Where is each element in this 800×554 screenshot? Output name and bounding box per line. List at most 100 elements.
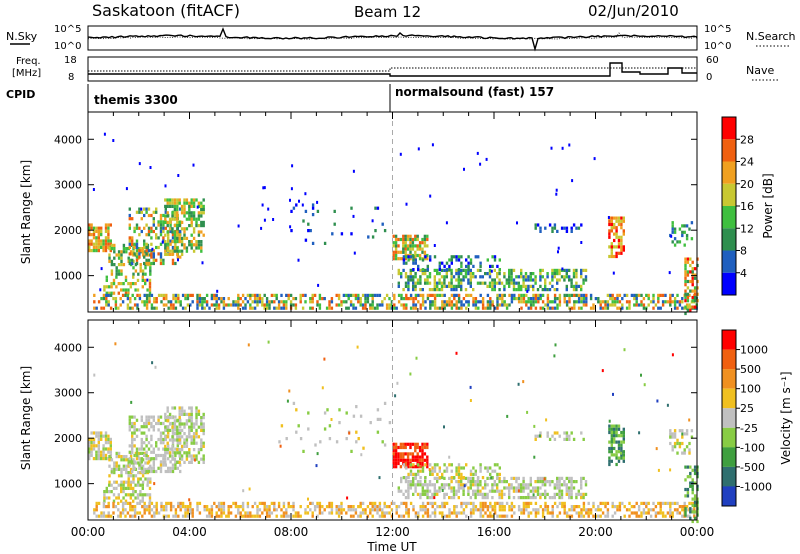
power-echo-cell (625, 300, 629, 304)
power-echo-cell (311, 306, 314, 310)
velocity-echo-cell (181, 501, 185, 505)
velocity-echo-cell (688, 514, 691, 518)
power-echo-cell (198, 303, 202, 307)
velocity-ytick-label: 4000 (54, 341, 82, 354)
power-echo-cell (407, 297, 410, 301)
power-echo-cell (150, 236, 153, 240)
velocity-echo-cell (608, 424, 611, 428)
power-echo-cell (173, 249, 177, 253)
velocity-echo-cell (200, 428, 203, 432)
velocity-echo-cell (539, 480, 542, 484)
power-echo-cell (393, 303, 396, 307)
power-echo-cell (604, 300, 607, 304)
velocity-echo-cell (414, 458, 417, 462)
velocity-echo-cell (311, 511, 314, 515)
velocity-echo-cell (472, 511, 475, 515)
velocity-echo-cell (147, 460, 151, 464)
velocity-echo-cell (119, 511, 122, 515)
velocity-echo-cell (127, 480, 130, 484)
velocity-echo-cell (183, 412, 186, 416)
power-echo-cell (395, 306, 398, 310)
velocity-echo-cell (139, 490, 142, 494)
power-echo-cell (144, 282, 147, 286)
power-echo-cell (328, 300, 331, 304)
velocity-echo-cell (474, 469, 477, 473)
power-echo-cell (390, 303, 394, 307)
velocity-echo-cell (200, 444, 203, 448)
power-echo-cell (157, 223, 160, 227)
velocity-echo-cell (249, 514, 252, 518)
power-echo-cell (580, 284, 583, 288)
power-echo-cell (455, 288, 458, 292)
velocity-echo-cell (563, 437, 566, 441)
power-echo-cell (244, 297, 247, 301)
power-echo-cell (183, 233, 186, 237)
power-echo-cell (684, 257, 687, 261)
velocity-echo-cell (164, 454, 167, 458)
velocity-echo-cell (108, 490, 111, 494)
velocity-echo-cell (179, 418, 182, 422)
power-echo-cell (563, 226, 566, 230)
power-echo-cell (640, 300, 643, 304)
velocity-scatter-cell (533, 455, 536, 459)
power-echo-cell (145, 210, 148, 214)
power-echo-cell (141, 269, 145, 273)
power-echo-cell (450, 261, 453, 265)
velocity-echo-cell (150, 450, 153, 454)
power-echo-cell (108, 291, 111, 295)
velocity-echo-cell (166, 419, 169, 423)
velocity-echo-cell (467, 492, 470, 496)
power-echo-cell (166, 252, 169, 256)
power-echo-cell (176, 246, 179, 250)
power-echo-cell (135, 210, 139, 214)
velocity-echo-cell (117, 508, 120, 512)
velocity-echo-cell (129, 508, 132, 512)
power-echo-cell (440, 281, 444, 285)
power-echo-cell (167, 242, 170, 246)
power-echo-cell (159, 261, 163, 266)
power-echo-cell (165, 293, 168, 297)
velocity-echo-cell (522, 480, 525, 484)
power-scatter-cell (429, 194, 432, 198)
power-echo-cell (467, 261, 470, 265)
velocity-echo-cell (132, 480, 135, 484)
velocity-echo-cell (474, 472, 477, 476)
velocity-echo-cell (110, 490, 113, 494)
velocity-echo-cell (357, 514, 360, 518)
velocity-echo-cell (556, 483, 559, 487)
velocity-echo-cell (684, 478, 687, 482)
velocity-echo-cell (148, 505, 151, 509)
power-echo-cell (568, 268, 571, 272)
power-echo-cell (689, 308, 692, 312)
velocity-echo-cell (681, 508, 684, 512)
power-echo-cell (556, 278, 559, 282)
power-echo-cell (529, 275, 532, 279)
power-echo-cell (104, 229, 108, 233)
velocity-echo-cell (105, 490, 108, 494)
velocity-echo-cell (200, 419, 203, 423)
power-echo-cell (138, 249, 141, 253)
velocity-echo-cell (394, 442, 398, 446)
power-echo-cell (472, 297, 475, 301)
velocity-echo-cell (544, 508, 547, 512)
power-echo-cell (178, 201, 181, 205)
velocity-scatter-cell (267, 340, 270, 344)
power-echo-cell (192, 201, 196, 205)
power-echo-cell (378, 293, 382, 297)
power-echo-cell (190, 217, 193, 221)
velocity-echo-cell (589, 511, 593, 515)
power-echo-cell (568, 275, 571, 279)
velocity-echo-cell (395, 505, 398, 509)
velocity-echo-cell (107, 501, 110, 505)
velocity-echo-cell (202, 428, 205, 432)
velocity-echo-cell (191, 508, 194, 512)
power-echo-cell (684, 305, 687, 309)
velocity-echo-cell (421, 514, 425, 518)
velocity-echo-cell (307, 411, 310, 415)
power-echo-cell (541, 300, 545, 304)
velocity-echo-cell (338, 421, 341, 425)
power-echo-cell (481, 275, 484, 279)
velocity-echo-cell (347, 505, 350, 509)
velocity-echo-cell (359, 505, 362, 509)
velocity-echo-cell (355, 405, 358, 409)
